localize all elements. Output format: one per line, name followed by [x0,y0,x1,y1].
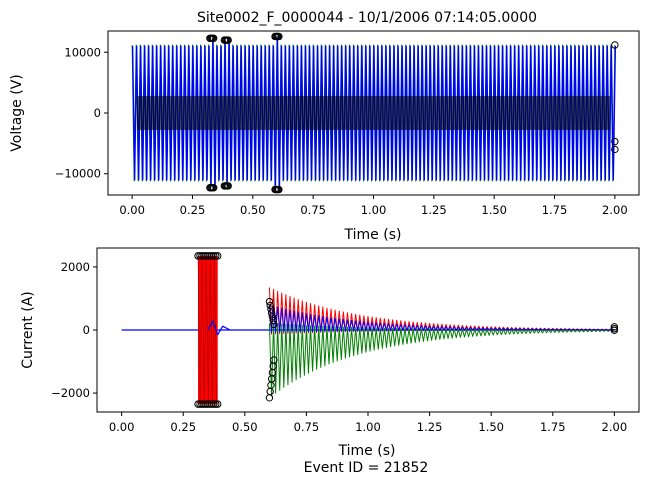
x-tick-label: 0.50 [232,420,258,434]
sample-marker [611,145,619,154]
y-tick-label: 2000 [61,260,90,274]
sample-marker [611,137,619,146]
current-phase-a-decay [268,287,615,335]
x-tick-label: 1.50 [481,203,507,217]
sample-marker [214,400,222,408]
sample-marker [210,184,218,192]
voltage-dense-core [136,95,611,131]
y-tick-label: −2000 [51,386,90,400]
sample-marker [212,252,220,260]
voltage-x-axis-label: Time (s) [344,227,402,243]
current-y-ticks: 2000 0 −2000 [51,260,97,400]
figure-title: Site0002_F_0000044 - 10/1/2006 07:14:05.… [197,10,537,26]
x-tick-label: 2.00 [602,203,628,217]
sample-marker [266,301,274,310]
current-x-axis-label: Time (s) [338,443,396,459]
x-tick-label: 1.25 [417,420,443,434]
y-tick-label: 0 [94,106,101,120]
sample-marker [224,182,232,190]
sample-marker [610,326,619,335]
x-tick-label: 1.00 [355,420,381,434]
x-tick-label: 1.50 [478,420,504,434]
sample-marker [210,252,218,260]
x-tick-label: 1.75 [542,203,568,217]
sample-marker [275,185,283,194]
sample-marker [224,36,232,44]
voltage-y-axis-label: Voltage (V) [9,74,25,151]
current-y-axis-label: Current (A) [20,291,36,369]
sample-marker [610,323,619,331]
current-phase-c-decay [268,304,615,333]
sample-marker [275,32,283,41]
sample-marker [270,356,278,364]
sample-marker [265,297,274,306]
x-tick-label: 0.25 [180,203,206,217]
x-tick-label: 1.00 [361,203,387,217]
x-tick-label: 2.00 [602,420,628,434]
x-tick-label: 1.75 [540,420,566,434]
fault-current-oscillation [197,255,217,405]
sample-marker [212,400,220,408]
sample-marker [269,316,277,325]
event-id-footer: Event ID = 21852 [304,460,429,476]
current-phase-b-decay [268,323,615,397]
current-plot: 0.00 0.25 0.50 0.75 1.00 1.25 1.50 1.75 2.00 200… [20,247,640,459]
sample-marker [214,252,222,260]
y-tick-label: −10000 [55,167,101,181]
x-tick-label: 0.75 [294,420,320,434]
sample-marker [268,313,277,321]
sample-marker [210,400,218,408]
sample-marker [267,305,275,313]
y-tick-label: 10000 [64,45,101,59]
x-tick-label: 0.25 [170,420,196,434]
x-tick-label: 1.25 [421,203,447,217]
sample-marker [267,309,276,317]
sample-marker [210,34,218,42]
current-traces [121,252,619,408]
voltage-x-ticks: 0.00 0.25 0.50 0.75 1.00 1.25 1.50 1.75 2.00 [119,195,628,217]
x-tick-label: 0.50 [240,203,266,217]
x-tick-label: 0.00 [109,420,135,434]
x-tick-label: 0.00 [119,203,145,217]
sample-marker [270,320,278,329]
voltage-traces [131,32,619,194]
y-tick-label: 0 [83,323,90,337]
post-fault-ripple [207,320,231,336]
x-tick-label: 0.75 [300,203,326,217]
current-x-ticks: 0.00 0.25 0.50 0.75 1.00 1.25 1.50 1.75 2.00 [109,412,627,434]
voltage-plot: 0.00 0.25 0.50 0.75 1.00 1.25 1.50 1.75 2.00 100… [9,30,640,243]
sample-marker [611,41,619,49]
voltage-y-ticks: 10000 0 −10000 [55,45,108,181]
